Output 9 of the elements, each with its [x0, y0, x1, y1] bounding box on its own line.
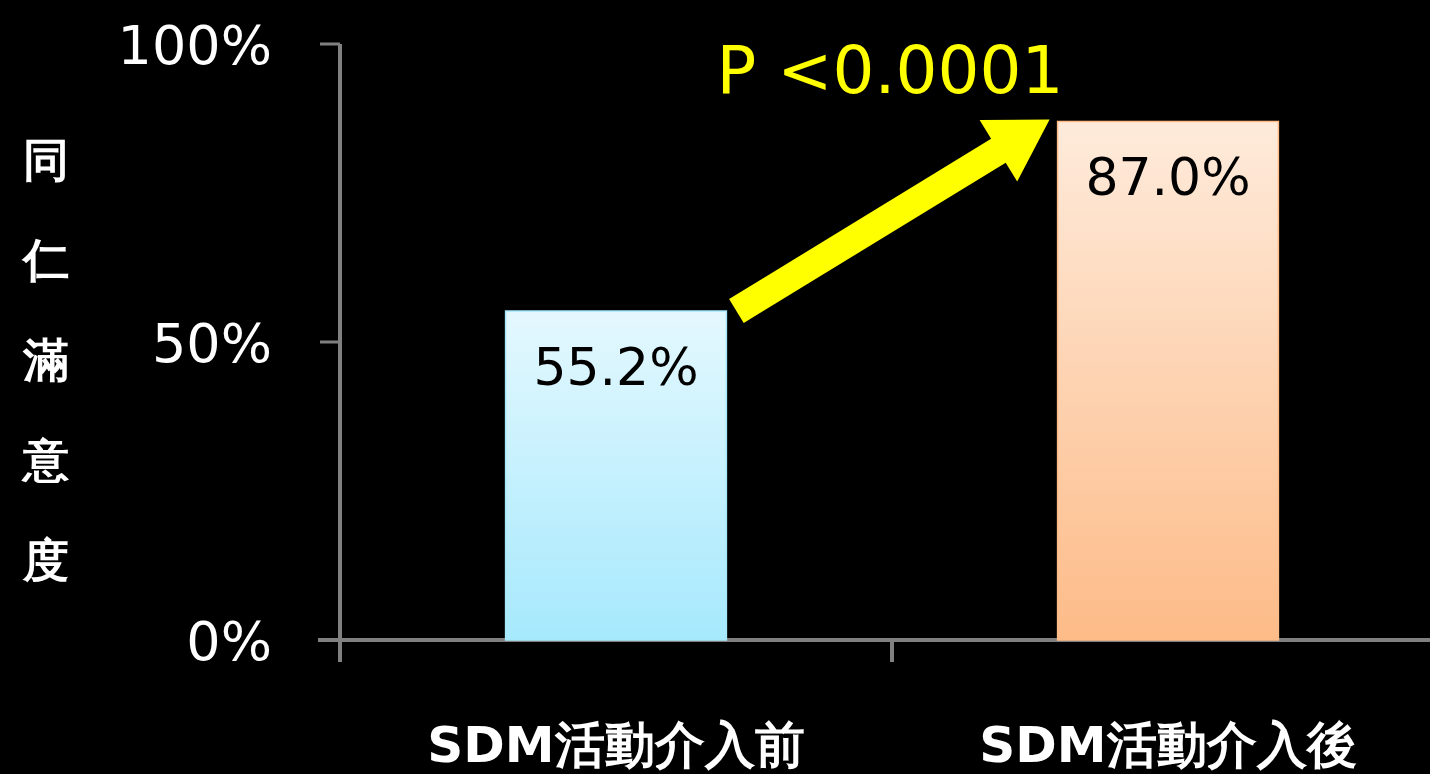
data-label: 55.2% [533, 337, 699, 398]
y-tick-label: 0% [186, 610, 272, 673]
y-axis-title: 同仁滿意度 [21, 133, 69, 587]
y-tick-label: 100% [117, 14, 272, 77]
annotation: P <0.0001 [716, 32, 1064, 109]
x-tick-label: SDM活動介入前 [427, 716, 805, 774]
data-label: 87.0% [1085, 147, 1251, 208]
x-tick-label: SDM活動介入後 [979, 716, 1357, 774]
y-tick-label: 50% [151, 312, 272, 375]
